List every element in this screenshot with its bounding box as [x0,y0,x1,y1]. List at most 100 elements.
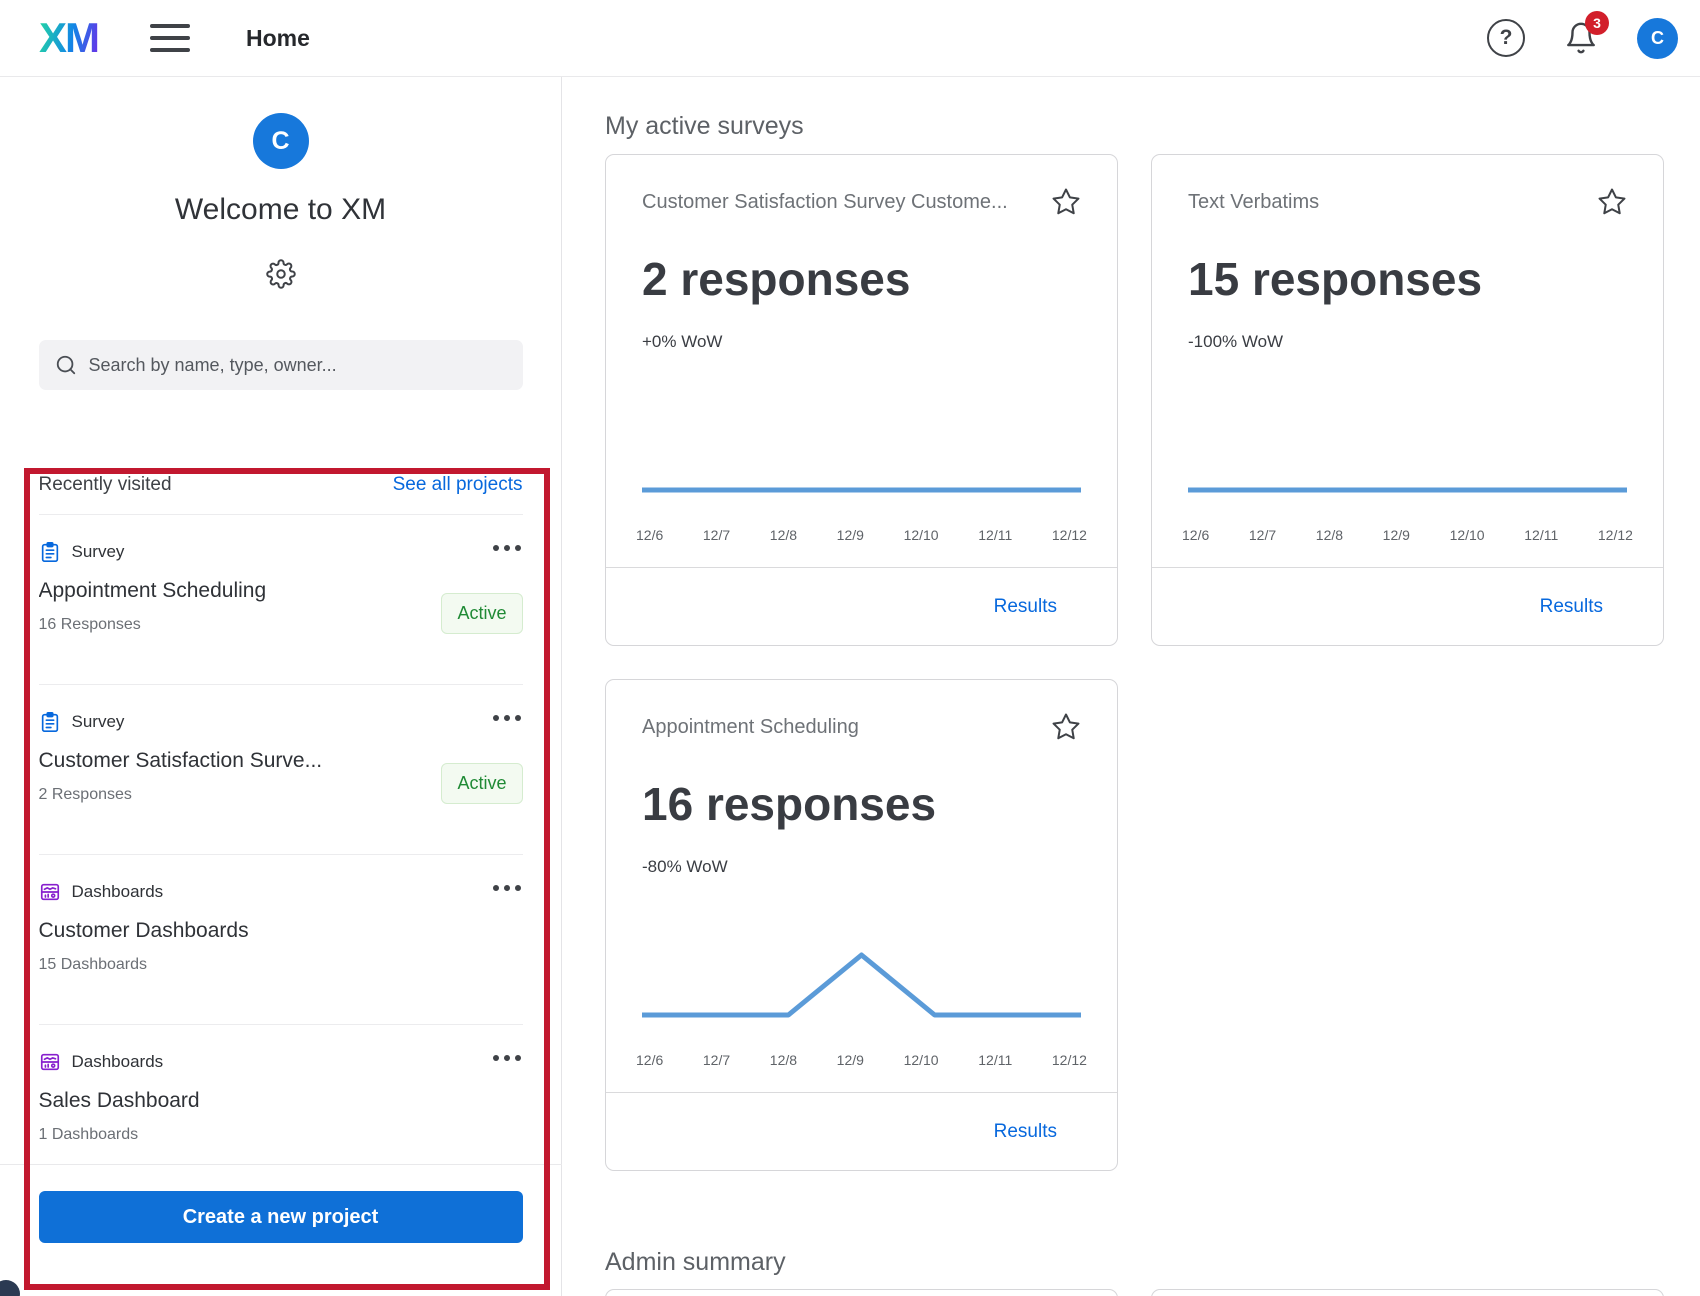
response-count-stat: 16 responses [642,778,937,830]
topbar-actions: ? 3 C [1487,11,1678,59]
tick-label: 12/12 [1597,527,1633,543]
divider [0,1164,562,1165]
survey-cards-row-2: Appointment Scheduling 16 responses -80%… [605,679,1700,1171]
bell-icon [1567,22,1595,54]
tick-label: 12/11 [978,527,1013,543]
search-input[interactable] [88,354,507,376]
tick-label: 12/7 [702,1052,731,1068]
project-type-label: Survey [71,542,125,561]
results-link[interactable]: Results [993,1120,1057,1142]
user-avatar[interactable]: C [1637,17,1678,59]
card-title: Text Verbatims [1188,191,1320,213]
tick-label: 12/6 [636,527,664,543]
tick-label: 12/8 [769,1052,798,1068]
survey-card-appointment-scheduling: Appointment Scheduling 16 responses -80%… [605,679,1118,1171]
search-icon [56,355,75,375]
project-item-customer-satisfaction-survey[interactable]: Survey Customer Satisfaction Surve... 2 … [38,685,523,855]
tick-label: 12/6 [636,1052,664,1068]
tick-label: 12/9 [836,527,864,543]
project-count: 2 Responses [38,786,132,803]
results-link[interactable]: Results [1539,595,1603,617]
divider [38,514,523,515]
survey-card-customer-satisfaction: Customer Satisfaction Survey Custome... … [605,154,1118,646]
project-count: 16 Responses [38,616,141,633]
survey-icon [41,712,58,732]
wow-delta: -100% WoW [1188,332,1284,351]
status-badge: Active [441,593,523,634]
favorite-star-icon[interactable] [1051,712,1081,747]
sidebar-avatar: C [252,113,309,169]
results-link[interactable]: Results [993,595,1057,617]
active-surveys-heading: My active surveys [605,112,804,140]
tick-label: 12/9 [1382,527,1410,543]
tick-label: 12/7 [1248,527,1277,543]
welcome-title: Welcome to XM [174,193,387,226]
project-name: Sales Dashboard [38,1089,200,1112]
xm-logo: XM [39,14,100,61]
admin-card-partial [1151,1289,1664,1296]
card-footer: Results [606,1092,1117,1170]
tick-label: 12/11 [978,1052,1013,1068]
project-item-sales-dashboard[interactable]: Dashboards Sales Dashboard 1 Dashboards [39,1025,523,1164]
top-bar: XM Home ? 3 C [0,0,1700,77]
tick-label: 12/9 [836,1052,864,1068]
response-trend-chart [1185,372,1630,502]
admin-cards-row [605,1289,1700,1296]
card-footer: Results [1152,567,1663,645]
item-options-icon[interactable] [492,715,521,721]
project-name: Appointment Scheduling [38,579,267,602]
create-new-project-button[interactable]: Create a new project [38,1191,523,1243]
x-axis-tick-labels: 12/6 12/7 12/8 12/9 12/10 12/11 12/12 [636,527,1087,543]
project-item-customer-dashboards[interactable]: Dashboards Customer Dashboards 15 Dashbo… [38,855,523,1025]
recently-visited-title: Recently visited [38,474,172,495]
project-type-label: Dashboards [71,1052,164,1071]
notification-count-badge: 3 [1585,11,1609,35]
page-title: Home [246,24,310,51]
card-title: Customer Satisfaction Survey Custome... [642,191,1008,213]
dashboards-icon [40,883,59,901]
corner-partial-circle [0,1280,20,1296]
response-trend-chart [639,897,1084,1027]
tick-label: 12/10 [903,527,939,543]
tick-label: 12/12 [1051,527,1087,543]
recently-visited-section: Recently visited See all projects Survey… [38,474,523,1164]
tick-label: 12/6 [1182,527,1210,543]
item-options-icon[interactable] [492,1055,521,1061]
hamburger-menu-icon[interactable] [150,24,190,52]
survey-icon [41,542,58,562]
card-footer: Results [606,567,1117,645]
card-title: Appointment Scheduling [642,716,859,738]
tick-label: 12/10 [1449,527,1485,543]
project-count: 1 Dashboards [38,1126,139,1143]
tick-label: 12/8 [1315,527,1344,543]
settings-gear-icon[interactable] [265,259,296,294]
item-options-icon[interactable] [492,885,521,891]
admin-summary-heading: Admin summary [605,1248,786,1276]
response-count-stat: 15 responses [1188,253,1483,305]
project-type-label: Dashboards [71,882,164,901]
see-all-projects-link[interactable]: See all projects [392,474,523,495]
dashboards-icon [40,1053,59,1071]
favorite-star-icon[interactable] [1597,187,1627,222]
project-type-label: Survey [71,712,125,731]
project-name: Customer Dashboards [38,919,249,942]
tick-label: 12/12 [1051,1052,1087,1068]
x-axis-tick-labels: 12/6 12/7 12/8 12/9 12/10 12/11 12/12 [636,1052,1087,1068]
notifications-button[interactable]: 3 [1561,11,1609,58]
item-options-icon[interactable] [492,545,521,551]
response-count-stat: 2 responses [642,253,911,305]
project-search [38,340,523,390]
tick-label: 12/7 [702,527,731,543]
tick-label: 12/8 [769,527,798,543]
favorite-star-icon[interactable] [1051,187,1081,222]
tick-label: 12/11 [1524,527,1559,543]
wow-delta: +0% WoW [642,332,723,351]
project-count: 15 Dashboards [38,956,148,973]
help-icon[interactable]: ? [1487,19,1525,57]
x-axis-tick-labels: 12/6 12/7 12/8 12/9 12/10 12/11 12/12 [1182,527,1633,543]
project-item-appointment-scheduling[interactable]: Survey Appointment Scheduling 16 Respons… [38,515,523,685]
survey-card-text-verbatims: Text Verbatims 15 responses -100% WoW [1151,154,1664,646]
main-content: My active surveys Customer Satisfaction … [562,77,1700,1296]
project-name: Customer Satisfaction Surve... [38,749,323,772]
